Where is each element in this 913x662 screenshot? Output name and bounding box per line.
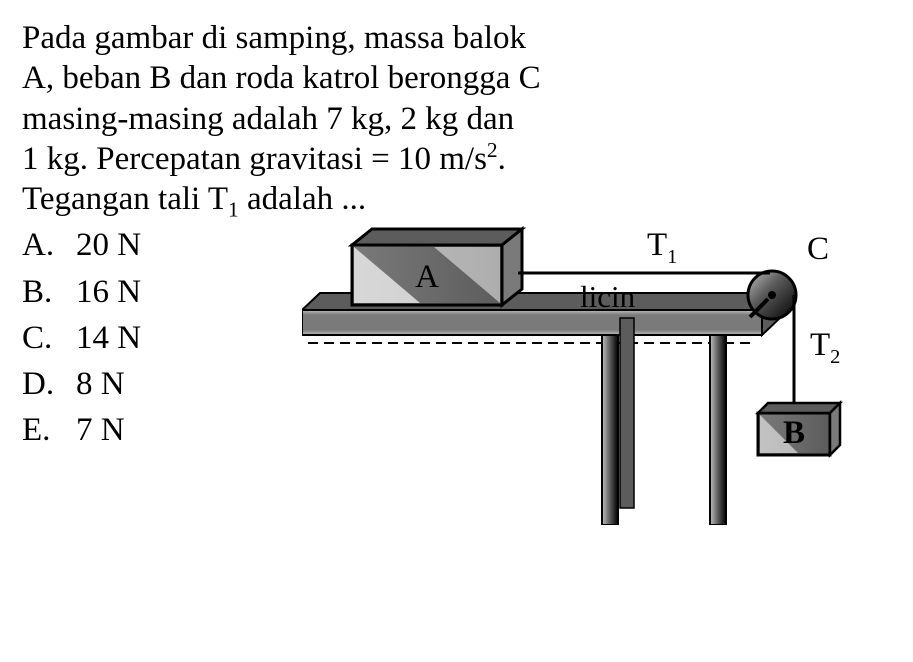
svg-text:C: C bbox=[807, 231, 829, 267]
option-value: 16 N bbox=[76, 272, 141, 312]
option-b: B. 16 N bbox=[22, 272, 272, 312]
q-line5-pre: Tegangan tali T bbox=[22, 181, 228, 217]
option-e: E. 7 N bbox=[22, 410, 272, 450]
svg-text:T1: T1 bbox=[647, 227, 677, 268]
q-line1: Pada gambar di samping, massa balok bbox=[22, 20, 526, 56]
option-letter: E. bbox=[22, 410, 76, 450]
q-line4-post: . bbox=[498, 141, 506, 177]
q-line4-pre: 1 kg. Percepatan gravitasi = 10 m/s bbox=[22, 141, 487, 177]
option-letter: C. bbox=[22, 318, 76, 358]
answer-options: A. 20 N B. 16 N C. 14 N D. 8 N E. 7 N bbox=[22, 225, 272, 450]
q-line5-post: adalah ... bbox=[239, 181, 366, 217]
q-line3: masing-masing adalah 7 kg, 2 kg dan bbox=[22, 101, 514, 137]
option-a: A. 20 N bbox=[22, 225, 272, 265]
option-letter: D. bbox=[22, 364, 76, 404]
option-value: 8 N bbox=[76, 364, 125, 404]
option-letter: B. bbox=[22, 272, 76, 312]
diagram-svg: A Blicin T1 C T2 bbox=[302, 225, 862, 525]
q-line2: A, beban B dan roda katrol berongga C bbox=[22, 60, 541, 96]
q-line4-exp: 2 bbox=[487, 138, 498, 162]
svg-text:B: B bbox=[783, 415, 805, 451]
option-value: 14 N bbox=[76, 318, 141, 358]
option-value: 20 N bbox=[76, 225, 141, 265]
svg-text:A: A bbox=[415, 259, 439, 295]
q-line5-sub: 1 bbox=[228, 198, 239, 222]
option-value: 7 N bbox=[76, 410, 125, 450]
svg-text:T2: T2 bbox=[810, 327, 840, 368]
option-c: C. 14 N bbox=[22, 318, 272, 358]
option-d: D. 8 N bbox=[22, 364, 272, 404]
option-letter: A. bbox=[22, 225, 76, 265]
physics-diagram: A Blicin T1 C T2 bbox=[302, 225, 862, 525]
svg-text:licin: licin bbox=[580, 279, 636, 314]
question-text: Pada gambar di samping, massa balok A, b… bbox=[22, 18, 891, 219]
